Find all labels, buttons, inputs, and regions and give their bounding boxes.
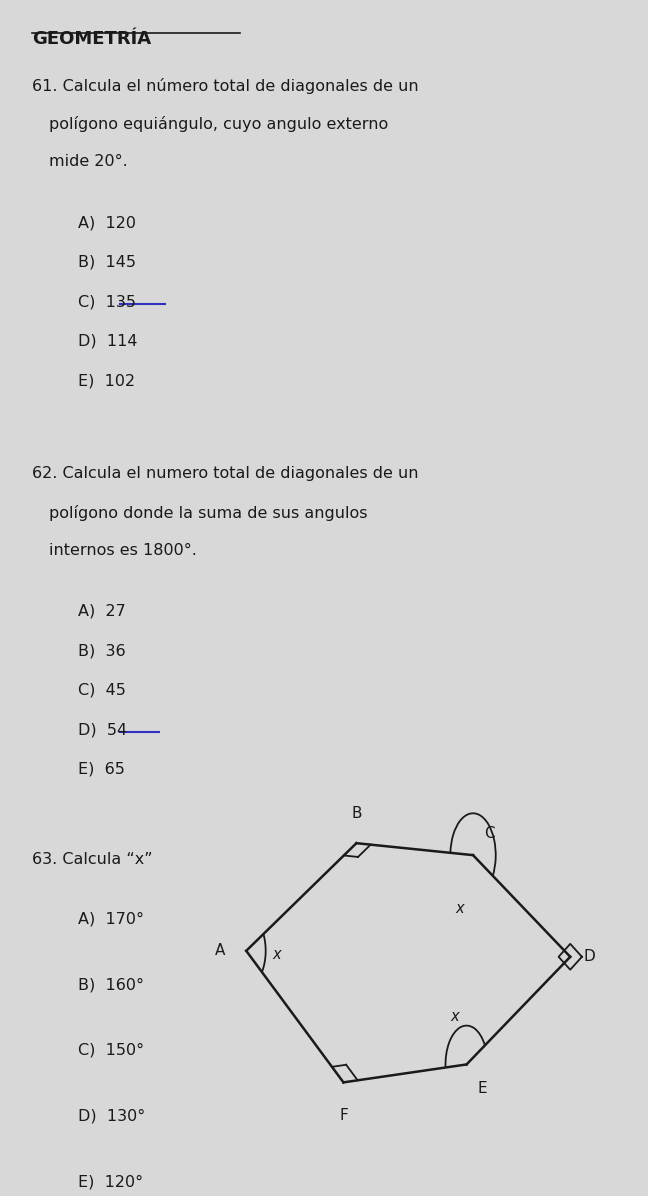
Text: E)  102: E) 102	[78, 373, 135, 389]
Text: 63. Calcula “x”: 63. Calcula “x”	[32, 852, 153, 867]
Text: D)  54: D) 54	[78, 722, 127, 738]
Text: x: x	[456, 902, 465, 916]
Text: A: A	[215, 944, 226, 958]
Text: B)  145: B) 145	[78, 255, 136, 270]
Text: E: E	[478, 1081, 487, 1096]
Text: C)  150°: C) 150°	[78, 1043, 144, 1058]
Text: internos es 1800°.: internos es 1800°.	[49, 543, 196, 559]
Text: polígono equiángulo, cuyo angulo externo: polígono equiángulo, cuyo angulo externo	[49, 116, 388, 132]
Text: D: D	[584, 950, 596, 964]
Text: E)  65: E) 65	[78, 762, 124, 777]
Text: F: F	[339, 1109, 348, 1123]
Text: mide 20°.: mide 20°.	[49, 154, 128, 170]
Text: 61. Calcula el número total de diagonales de un: 61. Calcula el número total de diagonale…	[32, 78, 419, 93]
Text: C)  135: C) 135	[78, 294, 136, 310]
Text: polígono donde la suma de sus angulos: polígono donde la suma de sus angulos	[49, 505, 367, 520]
Text: B)  36: B) 36	[78, 643, 125, 659]
Text: E)  120°: E) 120°	[78, 1174, 143, 1190]
Text: A)  120: A) 120	[78, 215, 136, 231]
Text: D)  130°: D) 130°	[78, 1109, 145, 1124]
Text: C: C	[484, 826, 494, 841]
Text: GEOMETRÍA: GEOMETRÍA	[32, 30, 152, 48]
Text: D)  114: D) 114	[78, 334, 137, 349]
Text: x: x	[272, 947, 281, 962]
Text: x: x	[450, 1009, 459, 1024]
Text: B: B	[351, 806, 362, 820]
Text: C)  45: C) 45	[78, 683, 126, 698]
Text: A)  27: A) 27	[78, 604, 126, 620]
Text: 62. Calcula el numero total de diagonales de un: 62. Calcula el numero total de diagonale…	[32, 466, 419, 482]
Text: A)  170°: A) 170°	[78, 911, 144, 927]
Text: B)  160°: B) 160°	[78, 977, 144, 993]
